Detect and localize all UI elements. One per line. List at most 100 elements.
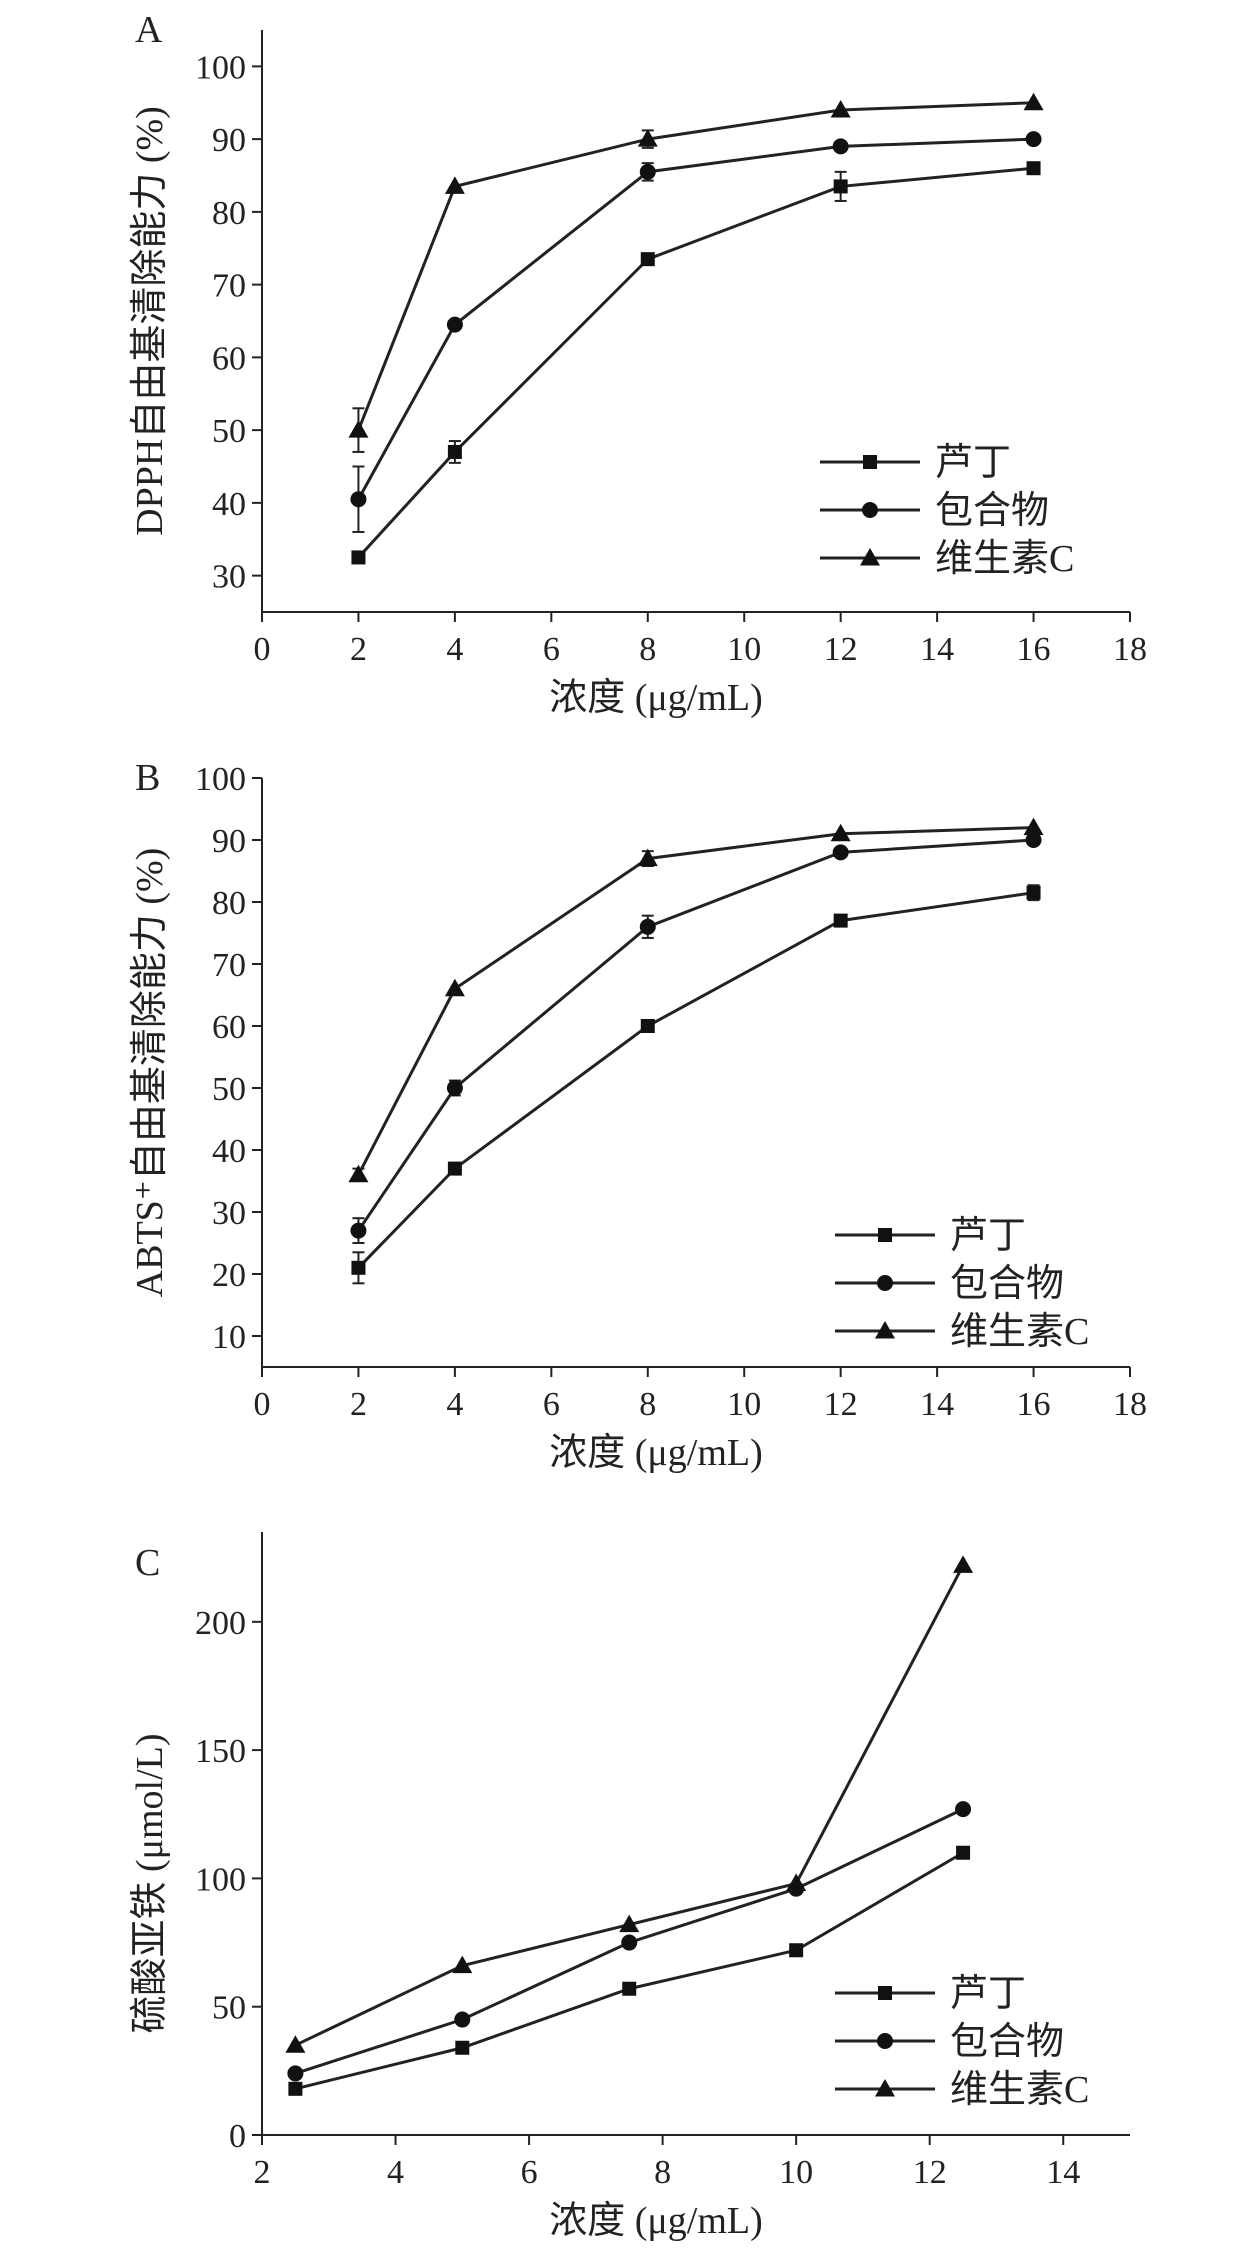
chart-panel-b: B 10 20 30 40 50 60 70 80 90 100 0 2 4 6 8 10 12 14 16 18 浓度 … xyxy=(129,757,1147,1474)
data-point xyxy=(956,1845,971,1860)
y-tick-label: 100 xyxy=(195,49,246,86)
panel-letter: B xyxy=(135,757,160,799)
y-tick-label: 30 xyxy=(212,1195,246,1232)
y-tick-label: 20 xyxy=(212,1257,246,1294)
panel-letter: A xyxy=(135,9,163,51)
series-square xyxy=(351,161,1041,565)
x-tick-label: 8 xyxy=(639,631,656,668)
data-point xyxy=(351,1260,366,1275)
x-tick-label: 10 xyxy=(727,1386,761,1423)
y-axis-label: 硫酸亚铁 (μmol/L) xyxy=(129,1733,171,2033)
x-axis-label: 浓度 (μg/mL) xyxy=(549,2200,763,2242)
y-tick-label: 100 xyxy=(195,1861,246,1898)
x-tick-label: 2 xyxy=(350,631,367,668)
x-tick-label: 6 xyxy=(543,1386,560,1423)
legend-label: 维生素C xyxy=(950,1311,1089,1353)
legend-marker xyxy=(875,1321,895,1339)
legend-item: 包合物 xyxy=(835,1263,1064,1305)
data-point xyxy=(285,2035,306,2053)
y-tick-label: 0 xyxy=(229,2118,246,2155)
x-tick-label: 8 xyxy=(654,2154,671,2191)
legend-item: 芦丁 xyxy=(820,442,1011,484)
data-point xyxy=(786,1873,807,1892)
data-point xyxy=(830,100,851,118)
legend-marker xyxy=(860,548,880,566)
data-point xyxy=(955,1801,972,1818)
x-tick-label: 16 xyxy=(1017,631,1051,668)
legend-marker xyxy=(863,455,877,469)
series-line xyxy=(295,1851,964,2091)
y-tick-label: 150 xyxy=(195,1733,246,1770)
y-axis-label: DPPH自由基清除能力 (%) xyxy=(129,106,171,536)
y-tick-label: 80 xyxy=(212,195,246,232)
y-axis-label: ABTS⁺自由基清除能力 (%) xyxy=(129,848,171,1298)
x-tick-label: 8 xyxy=(639,1386,656,1423)
legend-item: 维生素C xyxy=(820,538,1074,580)
y-tick-label: 40 xyxy=(212,486,246,523)
legend-label: 维生素C xyxy=(950,2069,1089,2111)
data-point xyxy=(446,1080,463,1096)
x-tick-label: 4 xyxy=(387,2154,404,2191)
data-point xyxy=(447,444,462,459)
legend-marker xyxy=(875,2079,895,2097)
legend-item: 芦丁 xyxy=(835,1215,1026,1257)
data-point xyxy=(350,1222,367,1239)
x-tick-label: 10 xyxy=(779,2154,813,2191)
y-tick-label: 50 xyxy=(212,1990,246,2027)
data-point xyxy=(833,179,848,194)
data-point xyxy=(622,1981,637,1996)
legend-item: 包合物 xyxy=(820,490,1049,532)
legend-marker xyxy=(862,502,878,518)
series-circle xyxy=(350,131,1042,533)
y-tick-label: 70 xyxy=(212,947,246,984)
data-point xyxy=(455,2040,470,2055)
data-point xyxy=(351,550,366,565)
legend-label: 包合物 xyxy=(935,490,1049,532)
series-line xyxy=(294,1564,965,2047)
series-square xyxy=(351,884,1041,1285)
legend-marker xyxy=(877,1275,893,1291)
x-tick-label: 14 xyxy=(1046,2154,1080,2191)
legend-marker xyxy=(877,2033,893,2049)
y-tick-label: 80 xyxy=(212,885,246,922)
x-tick-label: 12 xyxy=(913,2154,947,2191)
y-tick-label: 90 xyxy=(212,122,246,159)
panel-letter: C xyxy=(135,1542,160,1584)
x-tick-label: 14 xyxy=(920,631,954,668)
y-tick-label: 200 xyxy=(195,1605,246,1642)
x-tick-label: 2 xyxy=(254,2154,271,2191)
y-tick-label: 70 xyxy=(212,268,246,305)
data-point xyxy=(830,823,851,842)
series-line xyxy=(357,166,1034,559)
legend-item: 维生素C xyxy=(835,2069,1089,2111)
data-point xyxy=(637,848,658,867)
y-tick-label: 100 xyxy=(195,761,246,798)
y-tick-label: 50 xyxy=(212,413,246,450)
x-axis-label: 浓度 (μg/mL) xyxy=(549,1432,763,1474)
y-tick-label: 90 xyxy=(212,823,246,860)
data-point xyxy=(444,978,465,997)
x-tick-label: 12 xyxy=(824,1386,858,1423)
x-tick-label: 12 xyxy=(824,631,858,668)
y-tick-label: 60 xyxy=(212,340,246,377)
y-tick-label: 10 xyxy=(212,1319,246,1356)
y-tick-label: 60 xyxy=(212,1009,246,1046)
series-triangle xyxy=(348,92,1044,453)
data-point xyxy=(1026,885,1041,900)
series-circle xyxy=(287,1801,972,2082)
data-point xyxy=(639,163,656,180)
legend-marker xyxy=(878,1986,892,2000)
legend-label: 包合物 xyxy=(950,2021,1064,2063)
x-tick-label: 16 xyxy=(1017,1386,1051,1423)
data-point xyxy=(348,420,369,438)
data-point xyxy=(1025,131,1042,148)
x-tick-label: 0 xyxy=(254,1386,271,1423)
legend-label: 包合物 xyxy=(950,1263,1064,1305)
legend-item: 包合物 xyxy=(835,2021,1064,2063)
data-point xyxy=(619,1914,640,1933)
legend-item: 芦丁 xyxy=(835,1973,1026,2015)
y-tick-label: 50 xyxy=(212,1071,246,1108)
data-point xyxy=(789,1943,804,1958)
